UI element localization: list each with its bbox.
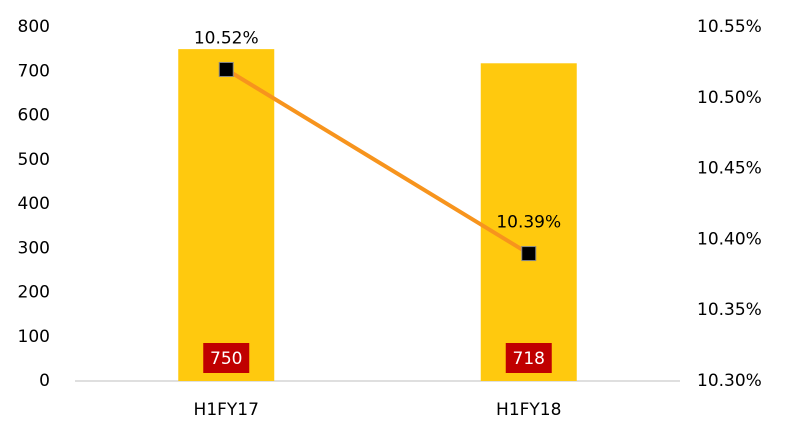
value-label-box (203, 343, 250, 373)
y-tick-label: 400 (18, 194, 50, 214)
y-tick-label: 700 (18, 61, 50, 81)
data-label: 10.52% (194, 28, 259, 48)
y-tick-label: 500 (18, 150, 50, 170)
y-tick-label: 300 (18, 238, 50, 258)
y2-tick-label: 10.40% (697, 229, 762, 249)
bar (480, 63, 577, 381)
x-tick-label: H1FY17 (194, 400, 259, 420)
y-tick-label: 200 (18, 283, 50, 303)
y-tick-label: 0 (39, 371, 50, 391)
y-tick-label: 800 (18, 17, 50, 37)
y2-tick-label: 10.55% (697, 17, 762, 37)
data-label: 10.39% (496, 213, 561, 233)
y-tick-label: 600 (18, 106, 50, 126)
x-tick-label: H1FY18 (496, 400, 561, 420)
y-tick-label: 100 (18, 327, 50, 347)
y2-tick-label: 10.30% (697, 371, 762, 391)
line (225, 67, 530, 256)
value-label: 750 (210, 349, 242, 369)
bar (178, 49, 275, 381)
marker (521, 246, 537, 262)
value-label-box (505, 343, 552, 373)
value-label: 718 (513, 349, 545, 369)
y2-tick-label: 10.50% (697, 88, 762, 108)
marker (218, 61, 234, 77)
y2-tick-label: 10.35% (697, 300, 762, 320)
y2-tick-label: 10.45% (697, 159, 762, 179)
